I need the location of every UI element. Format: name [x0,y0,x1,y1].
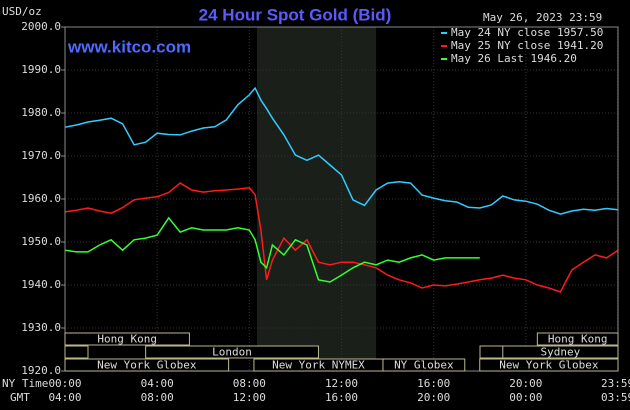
y-tick-label: 1940.0 [21,278,61,291]
session-label: Hong Kong [548,333,608,346]
session-label: New York NYMEX [272,359,365,372]
x2-tick-label: 16:00 [325,391,358,404]
market-hours-shade [256,27,377,371]
x-tick-label: 12:00 [325,377,358,390]
session-box [502,345,619,359]
x2-tick-label: 00:00 [509,391,542,404]
watermark: www.kitco.com [67,37,191,56]
session-box [479,345,504,359]
session-label: Hong Kong [97,333,157,346]
session-box [64,345,89,359]
price-line [64,182,619,293]
session-box [382,358,466,372]
y-tick-label: 1970.0 [21,149,61,162]
session-label: Sydney [541,346,581,359]
y-axis-label: USD/oz [2,5,42,18]
y-tick-label: 1960.0 [21,192,61,205]
x-tick-label: 08:00 [233,377,266,390]
y-tick-label: 2000.0 [21,20,61,33]
x-tick-label: 20:00 [509,377,542,390]
session-box [479,358,619,372]
legend-label: May 26 Last 1946.20 [451,52,577,65]
y-tick-label: 1950.0 [21,235,61,248]
y-tick-label: 1980.0 [21,106,61,119]
session-box [64,358,230,372]
session-label: NY Globex [394,359,454,372]
price-line [64,216,480,283]
y-tick-label: 1990.0 [21,63,61,76]
chart-title: 24 Hour Spot Gold (Bid) [199,5,392,24]
session-label: New York Globex [499,359,599,372]
y-tick-label: 1930.0 [21,321,61,334]
price-line [64,86,619,215]
session-box [64,332,190,346]
x-tick-label: 04:00 [141,377,174,390]
x-tick-label: 16:00 [417,377,450,390]
session-box [145,345,319,359]
x-axis-label: NY Time [2,377,48,390]
session-label: London [212,346,252,359]
x2-tick-label: 03:59 [601,391,630,404]
legend-label: May 24 NY close 1957.50 [451,26,603,39]
x2-tick-label: 04:00 [48,391,81,404]
timestamp: May 26, 2023 23:59 [483,11,602,24]
x2-axis-label: GMT [10,391,30,404]
y-tick-label: 1920.0 [21,364,61,377]
x-tick-label: 00:00 [48,377,81,390]
session-label: New York Globex [97,359,197,372]
x2-tick-label: 12:00 [233,391,266,404]
x2-tick-label: 20:00 [417,391,450,404]
x2-tick-label: 08:00 [141,391,174,404]
x-tick-label: 23:59 [601,377,630,390]
session-box [536,332,619,346]
legend-label: May 25 NY close 1941.20 [451,39,603,52]
